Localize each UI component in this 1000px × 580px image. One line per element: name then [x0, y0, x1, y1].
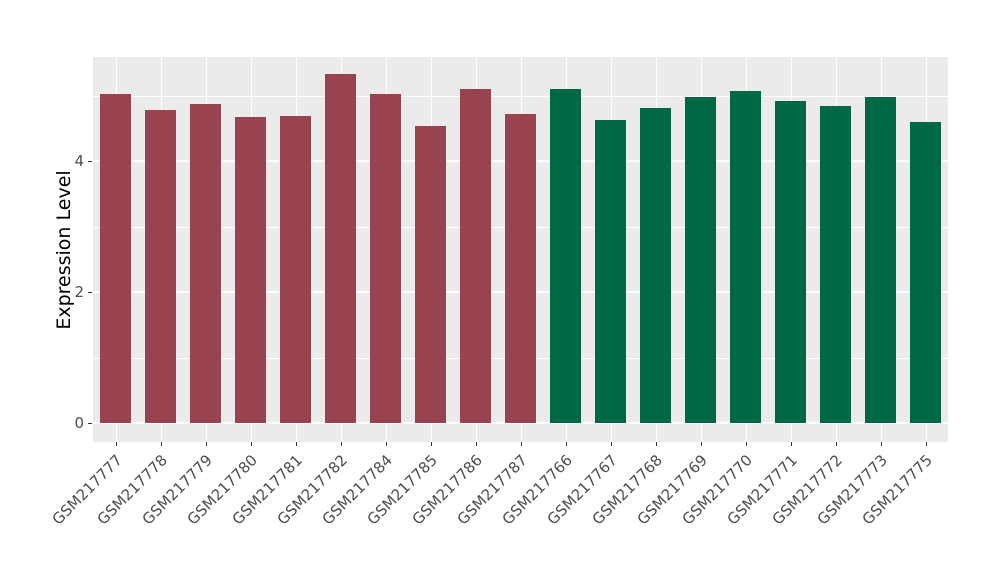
x-tick-mark: [385, 442, 387, 446]
x-tick-mark: [655, 442, 657, 446]
plot-panel: [93, 57, 948, 442]
bar-GSM217772: [820, 105, 851, 423]
bar-GSM217770: [730, 90, 761, 423]
y-axis-title: Expression Level: [53, 170, 75, 330]
x-tick-mark: [115, 442, 117, 446]
x-tick-mark: [835, 442, 837, 446]
bar-GSM217785: [415, 126, 446, 423]
y-tick-label: 4: [74, 152, 84, 170]
y-tick-mark: [88, 161, 92, 162]
x-tick-mark: [250, 442, 252, 446]
y-tick-label: 2: [74, 283, 84, 301]
y-tick-mark: [88, 292, 92, 293]
bar-GSM217778: [145, 109, 176, 423]
x-tick-mark: [430, 442, 432, 446]
x-tick-mark: [520, 442, 522, 446]
bar-GSM217782: [325, 73, 356, 423]
bar-GSM217771: [775, 101, 806, 423]
x-tick-mark: [790, 442, 792, 446]
bar-GSM217784: [370, 93, 401, 423]
x-tick-mark: [745, 442, 747, 446]
bar-GSM217779: [190, 104, 221, 423]
bar-GSM217767: [595, 119, 626, 423]
x-tick-mark: [205, 442, 207, 446]
x-tick-mark: [475, 442, 477, 446]
x-tick-mark: [340, 442, 342, 446]
x-tick-mark: [565, 442, 567, 446]
y-tick-mark: [88, 423, 92, 424]
x-tick-mark: [160, 442, 162, 446]
x-tick-mark: [295, 442, 297, 446]
bar-GSM217777: [100, 94, 131, 423]
bar-GSM217768: [640, 107, 671, 423]
bar-GSM217766: [550, 88, 581, 423]
bar-GSM217780: [235, 117, 266, 423]
x-tick-mark: [880, 442, 882, 446]
y-tick-label: 0: [74, 414, 84, 432]
x-tick-mark: [700, 442, 702, 446]
bar-GSM217773: [865, 96, 896, 423]
bar-GSM217775: [910, 122, 941, 423]
bar-GSM217786: [460, 88, 491, 423]
bar-GSM217769: [685, 96, 716, 423]
bar-GSM217781: [280, 116, 311, 423]
bar-GSM217787: [505, 113, 536, 423]
x-tick-mark: [610, 442, 612, 446]
x-tick-mark: [925, 442, 927, 446]
